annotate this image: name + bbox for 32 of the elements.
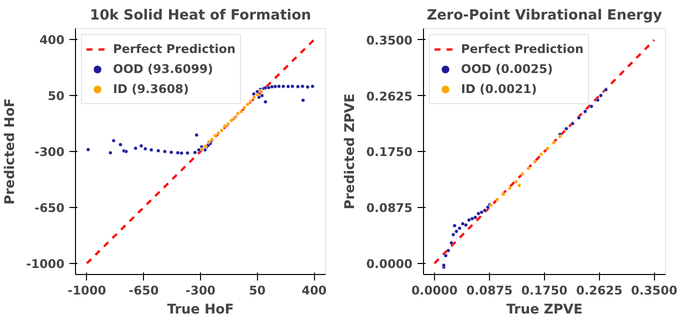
x-tick-label: -1000 [68, 284, 106, 298]
x-tick-label: 0.2625 [576, 284, 622, 298]
legend-label: OOD (93.6099) [113, 62, 214, 76]
x-tick-label: 0.0000 [411, 284, 458, 298]
y-tick-label: -650 [34, 200, 64, 215]
x-tick-label: 50 [248, 284, 266, 298]
y-tick-label: 0.0000 [366, 256, 413, 271]
y-tick-label: 400 [39, 33, 65, 48]
legend-label: ID (0.0021) [461, 82, 537, 96]
y-tick-label: 0.0875 [366, 200, 413, 215]
x-tick-label: -300 [185, 284, 216, 298]
x-tick-label: 0.1750 [521, 284, 568, 298]
legend-label: Perfect Prediction [113, 42, 236, 56]
y-tick-label: -1000 [26, 256, 65, 271]
x-tick-label: 0.3500 [631, 284, 678, 298]
x-axis-title: True HoF [167, 302, 234, 318]
legend-label: Perfect Prediction [461, 42, 584, 56]
legend-label: ID (9.3608) [113, 82, 189, 96]
x-tick-label: 0.0875 [466, 284, 513, 298]
x-axis-title: True ZPVE [506, 302, 583, 318]
chart-title: 10k Solid Heat of Formation [90, 8, 312, 24]
chart-title: Zero-Point Vibrational Energy [426, 8, 662, 24]
y-tick-label: 0.1750 [366, 145, 413, 160]
y-tick-label: -300 [34, 145, 64, 159]
legend-label: OOD (0.0025) [461, 62, 553, 76]
y-axis-title: Predicted HoF [3, 98, 18, 205]
x-tick-label: 400 [302, 284, 327, 298]
y-tick-label: 0.3500 [366, 33, 413, 48]
y-tick-label: 0.2625 [366, 89, 413, 104]
y-axis-title: Predicted ZPVE [343, 94, 358, 210]
x-tick-label: -650 [128, 284, 159, 298]
y-tick-label: 50 [48, 89, 65, 104]
